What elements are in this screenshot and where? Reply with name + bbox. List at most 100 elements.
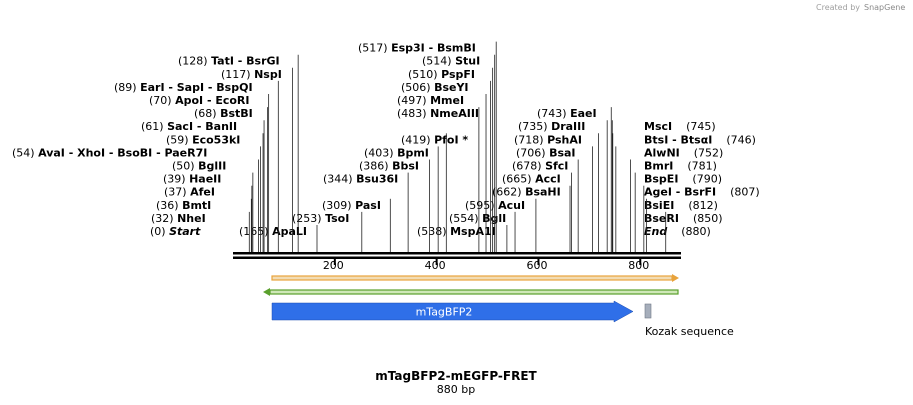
restriction-site[interactable]: (595) AcuI	[465, 198, 537, 252]
restriction-site-label: BsiEI (812)	[644, 199, 718, 212]
restriction-site[interactable]: (735) DraIII	[518, 120, 608, 252]
restriction-site[interactable]: (510) PspFI	[408, 67, 494, 252]
restriction-sites: (0) Start (165) ApaLI (538) MspA1I End (880)…	[12, 41, 760, 253]
restriction-site-label: (39) HaeII	[163, 173, 221, 186]
restriction-site[interactable]: (514) StuI	[422, 55, 496, 252]
restriction-site-label: (595) AcuI	[465, 199, 525, 212]
restriction-site[interactable]: (36) BmtI	[156, 198, 252, 252]
restriction-site[interactable]: (517) Esp3I - BsmBI	[358, 41, 497, 252]
mTagBFP2-feature[interactable]: mTagBFP2	[271, 300, 634, 323]
restriction-site-label: (0) Start	[150, 225, 201, 238]
restriction-site[interactable]: MscI (745)	[611, 120, 716, 252]
restriction-site-label: BseRI (850)	[644, 212, 723, 225]
restriction-site[interactable]: (70) ApoI - EcoRI	[149, 94, 270, 252]
restriction-site-label: (514) StuI	[422, 55, 480, 68]
restriction-site-label: (419) PfoI *	[401, 133, 468, 146]
restriction-site[interactable]: BtsI - BtsαI (746)	[612, 133, 756, 252]
restriction-site-label: (61) SacI - BanII	[141, 120, 237, 133]
restriction-site-label: (483) NmeAIII	[397, 107, 479, 120]
restriction-site[interactable]: (0) Start	[150, 225, 201, 238]
restriction-site[interactable]: (32) NheI	[151, 211, 250, 252]
restriction-site-label: BtsI - BtsαI (746)	[644, 133, 756, 146]
restriction-site[interactable]: (665) AccI	[502, 172, 572, 252]
sequence-backbone-bottom	[233, 256, 681, 259]
ruler-tick	[639, 259, 642, 265]
restriction-site-label: (89) EarI - SapI - BspQI	[114, 81, 253, 94]
restriction-site[interactable]: (497) MmeI	[397, 94, 487, 252]
restriction-site[interactable]: (718) PshAI	[514, 133, 599, 252]
green-primer-bar[interactable]	[263, 288, 679, 296]
restriction-site-label: (54) AvaI - XhoI - BsoBI - PaeR7I	[12, 146, 207, 159]
restriction-site-label: BspEI (790)	[644, 173, 722, 186]
restriction-site[interactable]: (50) BglII	[172, 159, 259, 253]
restriction-site[interactable]: (61) SacI - BanII	[141, 120, 265, 252]
sequence-backbone-top	[233, 252, 681, 255]
kozak-sequence-feature[interactable]	[644, 303, 652, 319]
restriction-site-label: End (880)	[644, 225, 711, 238]
restriction-site[interactable]: BmrI (781)	[630, 159, 717, 253]
restriction-site[interactable]: (538) MspA1I	[417, 225, 508, 252]
restriction-site-label: (37) AfeI	[164, 186, 215, 199]
restriction-site[interactable]: (662) BsaHI	[492, 185, 571, 252]
restriction-site[interactable]: (128) TatI - BsrGI	[178, 55, 299, 252]
restriction-site-label: (32) NheI	[151, 212, 206, 225]
restriction-site[interactable]: End (880)	[644, 225, 711, 238]
orange-primer-bar[interactable]	[271, 274, 679, 282]
restriction-site[interactable]: AlwNI (752)	[615, 146, 724, 252]
restriction-site[interactable]: BseRI (850)	[644, 211, 723, 252]
restriction-site-label: AgeI - BsrFI (807)	[644, 186, 760, 199]
kozak-sequence-label: Kozak sequence	[645, 325, 734, 338]
ruler-tick	[435, 259, 438, 265]
watermark-brand: SnapGene	[864, 3, 905, 12]
restriction-site[interactable]: (59) Eco53kI	[166, 133, 264, 252]
restriction-site-label: AlwNI (752)	[644, 146, 723, 159]
restriction-site-label: (735) DraIII	[518, 120, 585, 133]
restriction-site[interactable]: (706) BsaI	[516, 146, 593, 252]
restriction-site[interactable]: (506) BseYI	[401, 80, 492, 252]
restriction-site[interactable]: (54) AvaI - XhoI - BsoBI - PaeR7I	[12, 146, 261, 252]
sequence-title: mTagBFP2-mEGFP-FRET	[375, 369, 537, 383]
ruler-tick-label: 600	[526, 259, 547, 272]
restriction-site[interactable]: BspEI (790)	[634, 172, 722, 252]
restriction-site-label: (128) TatI - BsrGI	[178, 55, 280, 68]
restriction-site-label: (678) SfcI	[512, 160, 568, 173]
restriction-site[interactable]: (554) BglI	[449, 211, 516, 252]
restriction-site[interactable]: (678) SfcI	[512, 159, 579, 253]
restriction-site-label: (665) AccI	[502, 173, 561, 186]
restriction-site[interactable]: BsiEI (812)	[644, 198, 718, 252]
restriction-site-label: (403) BpmI	[364, 146, 429, 159]
ruler: 200 400 600 800	[323, 259, 649, 272]
restriction-site[interactable]: (743) EaeI	[537, 107, 612, 252]
restriction-site[interactable]: (117) NspI	[221, 67, 293, 252]
mTagBFP2-label: mTagBFP2	[416, 306, 473, 319]
restriction-site-label: (506) BseYI	[401, 81, 469, 94]
restriction-site-label: (70) ApoI - EcoRI	[149, 94, 250, 107]
restriction-site[interactable]: (344) Bsu36I	[323, 172, 409, 252]
restriction-site-label: (36) BmtI	[156, 199, 211, 212]
ruler-tick-label: 400	[425, 259, 446, 272]
restriction-site[interactable]: (403) BpmI	[364, 146, 439, 252]
restriction-site-label: (706) BsaI	[516, 146, 576, 159]
restriction-site-label: (554) BglI	[449, 212, 506, 225]
restriction-site-label: (517) Esp3I - BsmBI	[358, 42, 476, 55]
restriction-site-label: (68) BstBI	[194, 107, 253, 120]
restriction-site[interactable]: (419) PfoI *	[401, 133, 468, 252]
ruler-tick-label: 800	[628, 259, 649, 272]
restriction-site[interactable]: (89) EarI - SapI - BspQI	[114, 80, 279, 252]
restriction-site[interactable]: (68) BstBI	[194, 107, 269, 252]
restriction-site[interactable]: (483) NmeAIII	[397, 107, 480, 252]
restriction-site[interactable]: (253) TsoI	[292, 211, 363, 252]
restriction-site-label: (50) BglII	[172, 160, 226, 173]
restriction-site[interactable]: (309) PasI	[322, 198, 391, 252]
restriction-site[interactable]: (386) BbsI	[359, 159, 430, 253]
restriction-site[interactable]: (37) AfeI	[164, 185, 253, 252]
restriction-site-label: (344) Bsu36I	[323, 173, 398, 186]
restriction-site-label: (510) PspFI	[408, 68, 475, 81]
restriction-site[interactable]: (39) HaeII	[163, 172, 254, 252]
restriction-site-label: (386) BbsI	[359, 160, 419, 173]
restriction-site-label: BmrI (781)	[644, 160, 717, 173]
restriction-site[interactable]: AgeI - BsrFI (807)	[643, 185, 760, 252]
restriction-site-label: (538) MspA1I	[417, 225, 496, 238]
restriction-site-label: (718) PshAI	[514, 133, 582, 146]
restriction-site-label: MscI (745)	[644, 120, 716, 133]
